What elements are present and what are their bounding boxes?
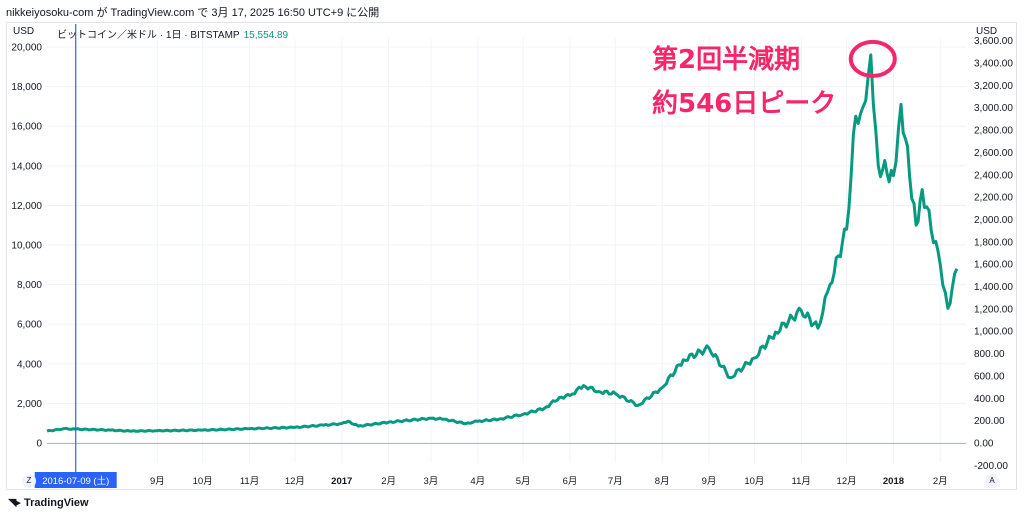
right-tick-label: 2,800.00 <box>974 126 1013 137</box>
left-tick-label: 2,000 <box>17 399 42 410</box>
x-tick-label: 10月 <box>193 476 213 487</box>
right-tick-label: 800.00 <box>974 349 1005 360</box>
right-tick-label: 400.00 <box>974 394 1005 405</box>
left-tick-label: 10,000 <box>11 241 42 252</box>
annotation-line-2: 約546日ピーク <box>652 88 836 119</box>
x-tick-label: 6月 <box>563 476 578 487</box>
x-tick-label: 2月 <box>933 476 948 487</box>
x-tick-label: 11月 <box>240 476 259 487</box>
legend-price: 15,554.89 <box>243 30 289 41</box>
auto-scale-toggle[interactable]: A <box>985 474 999 488</box>
left-tick-label: 16,000 <box>11 122 42 133</box>
x-tick-label: 9月 <box>150 476 165 487</box>
x-tick-label: 11月 <box>792 476 811 487</box>
annotation-line-1: 第2回半減期 <box>652 44 800 75</box>
right-tick-label: 2,200.00 <box>974 193 1013 204</box>
x-tick-label: 4月 <box>470 476 485 487</box>
right-tick-label: -200.00 <box>974 461 1008 472</box>
chart-frame <box>6 22 1017 490</box>
right-tick-label: 3,400.00 <box>974 59 1013 70</box>
footer-brand: TradingView <box>23 496 89 509</box>
legend-symbol[interactable]: ビットコイン／米ドル · 1日 · BITSTAMP <box>57 30 240 41</box>
x-tick-label: 9月 <box>702 476 717 487</box>
x-tick-label: 2018 <box>883 476 904 487</box>
right-tick-label: 2,400.00 <box>974 170 1013 181</box>
right-tick-label: 1,200.00 <box>974 304 1013 315</box>
tradingview-logo-icon: ◥▸ <box>8 496 21 509</box>
right-tick-label: 3,000.00 <box>974 103 1013 114</box>
x-tick-label: 10月 <box>744 476 764 487</box>
x-tick-label: 8月 <box>655 476 670 487</box>
publish-byline: nikkeiyosoku-com が TradingView.com で 3月 … <box>6 7 380 19</box>
price-series-line <box>46 53 959 433</box>
x-tick-label: 3月 <box>424 476 439 487</box>
left-tick-label: 14,000 <box>11 161 42 172</box>
right-tick-label: 2,600.00 <box>974 148 1013 159</box>
left-tick-label: 0 <box>36 439 42 450</box>
left-tick-label: 4,000 <box>17 359 42 370</box>
right-axis-unit: USD <box>976 26 998 37</box>
right-tick-label: 0.00 <box>974 439 994 450</box>
x-tick-label: 12月 <box>837 476 857 487</box>
crosshair-date-badge <box>34 472 117 488</box>
right-tick-label: 1,400.00 <box>974 282 1013 293</box>
right-tick-label: 1,800.00 <box>974 237 1013 248</box>
peak-highlight-circle <box>848 39 897 78</box>
right-tick-label: 3,600.00 <box>974 36 1013 47</box>
left-tick-label: 6,000 <box>17 320 42 331</box>
right-tick-label: 1,000.00 <box>974 327 1013 338</box>
x-tick-label: 5月 <box>516 476 531 487</box>
left-tick-label: 18,000 <box>11 82 42 93</box>
x-tick-label: 2017 <box>331 476 352 487</box>
right-tick-label: 2,000.00 <box>974 215 1013 226</box>
tradingview-footer: ◥▸ TradingView <box>8 496 89 509</box>
right-tick-label: 200.00 <box>974 416 1005 427</box>
left-tick-label: 20,000 <box>11 43 42 54</box>
log-scale-toggle[interactable]: Z <box>22 474 36 488</box>
crosshair-date-label: 2016-07-09 (土) <box>42 475 109 487</box>
chart-legend: ビットコイン／米ドル · 1日 · BITSTAMP 15,554.89 <box>57 26 288 41</box>
right-tick-label: 600.00 <box>974 371 1005 382</box>
left-tick-label: 12,000 <box>11 201 42 212</box>
right-tick-label: 3,200.00 <box>974 81 1013 92</box>
x-tick-label: 2月 <box>381 476 396 487</box>
x-tick-label: 7月 <box>608 476 623 487</box>
right-tick-label: 1,600.00 <box>974 260 1013 271</box>
left-tick-label: 8,000 <box>17 280 42 291</box>
left-axis-unit: USD <box>13 26 35 37</box>
x-tick-label: 12月 <box>285 476 305 487</box>
